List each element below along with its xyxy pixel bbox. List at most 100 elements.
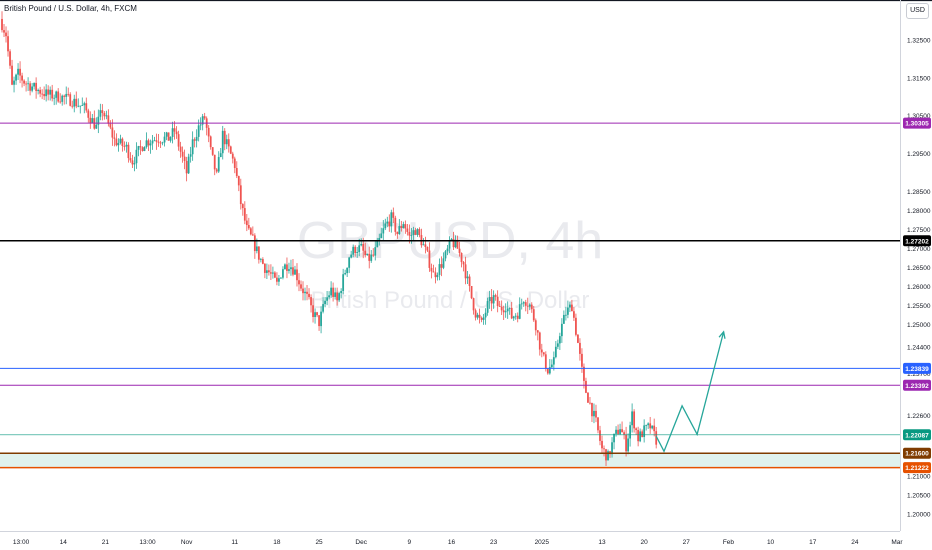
candle-body: [338, 293, 341, 301]
candle-body: [466, 276, 469, 279]
candle-body: [597, 417, 599, 431]
level-price-label: 1.21222: [905, 465, 929, 472]
candle-body: [251, 234, 254, 236]
candle-body: [75, 98, 78, 107]
candle-body: [454, 239, 457, 248]
candle-body: [39, 89, 42, 94]
candle-body: [65, 93, 68, 97]
x-tick-label: Mar: [891, 539, 903, 546]
y-tick-label: 1.25500: [907, 303, 931, 310]
candle-body: [135, 149, 138, 164]
x-tick-label: 21: [102, 539, 110, 546]
candle-body: [583, 366, 585, 381]
candle-body: [298, 280, 300, 285]
candle-body: [348, 257, 351, 268]
candle-body: [284, 264, 286, 270]
candle-body: [446, 248, 449, 252]
price-axis[interactable]: 1.32500 1.31500 1.30500 1.29500 1.28500 1.280…: [907, 37, 931, 518]
candle-body: [554, 346, 557, 358]
candle-body: [396, 231, 399, 235]
candle-body: [356, 252, 359, 254]
y-tick-label: 1.27500: [907, 227, 931, 234]
candle-body: [564, 314, 567, 316]
candle-body: [282, 269, 284, 278]
candle-body: [615, 429, 617, 434]
candle-body: [197, 125, 200, 137]
x-tick-label: 10: [767, 539, 775, 546]
candle-body: [59, 101, 62, 103]
candle-body: [330, 287, 333, 296]
candle-body: [418, 229, 421, 236]
candle-body: [147, 140, 150, 146]
candle-body: [320, 311, 322, 327]
candle-body: [456, 239, 459, 249]
horizontal-levels-layer[interactable]: [0, 122, 900, 469]
candle-body: [619, 429, 621, 435]
candle-body: [538, 332, 541, 350]
candle-body: [153, 140, 156, 142]
projection-path[interactable]: [655, 331, 725, 453]
candle-body: [207, 127, 210, 137]
candle-body: [326, 297, 328, 301]
candle-body: [412, 230, 415, 235]
candle-body: [488, 297, 491, 302]
candle-body: [235, 168, 238, 177]
candle-body: [173, 128, 176, 132]
candle-body: [526, 305, 529, 307]
candle-body: [101, 110, 104, 114]
x-tick-label: 17: [809, 539, 817, 546]
candle-body: [310, 297, 312, 306]
demand-zone: [0, 453, 900, 468]
projection-layer[interactable]: [655, 330, 726, 453]
candle-body: [621, 429, 623, 433]
candle-body: [611, 442, 613, 455]
currency-button[interactable]: USD: [906, 3, 929, 19]
time-axis[interactable]: 13:00 14 21 13:00 Nov 11 18 25 Dec 9 16 23 2025 13 20 2…: [13, 539, 903, 546]
level-price-badge: [903, 447, 931, 459]
candle-body: [428, 250, 431, 268]
level-price-label: 1.23392: [905, 383, 929, 390]
candle-body: [556, 343, 559, 347]
candle-body: [506, 308, 509, 312]
candle-body: [5, 32, 7, 37]
candle-body: [422, 244, 425, 246]
candle-body: [141, 147, 144, 152]
candle-body: [229, 146, 232, 154]
x-tick-label: 23: [490, 539, 498, 546]
candle-body: [434, 272, 437, 278]
candle-body: [394, 217, 397, 232]
candle-body: [476, 314, 479, 318]
candle-body: [587, 392, 589, 403]
candle-body: [631, 411, 634, 426]
candle-body: [384, 223, 387, 229]
y-tick-label: 1.28000: [907, 208, 931, 215]
candle-body: [468, 276, 471, 287]
candle-body: [352, 246, 355, 255]
level-price-badge: [903, 429, 931, 441]
x-tick-label: Nov: [181, 539, 193, 546]
candle-body: [524, 302, 527, 306]
candle-body: [33, 82, 36, 87]
y-tick-label: 1.32500: [907, 37, 931, 44]
x-tick-label: 18: [273, 539, 281, 546]
candle-body: [105, 115, 108, 117]
candle-body: [113, 137, 116, 139]
candle-body: [121, 138, 124, 147]
candle-body: [603, 448, 605, 450]
candle-body: [47, 89, 50, 95]
candle-body: [474, 310, 477, 318]
candle-body: [71, 105, 74, 107]
candle-body: [645, 425, 648, 426]
symbol-title[interactable]: British Pound / U.S. Dollar, 4h, FXCM: [4, 4, 137, 13]
candle-body: [324, 300, 326, 305]
candle-body: [532, 309, 535, 321]
candle-body: [169, 136, 172, 141]
candle-body: [217, 157, 220, 172]
candle-body: [406, 228, 409, 232]
candle-body: [340, 290, 343, 294]
candle-body: [81, 105, 84, 106]
candle-body: [366, 253, 369, 256]
candle-body: [195, 136, 198, 141]
candle-body: [380, 233, 383, 238]
